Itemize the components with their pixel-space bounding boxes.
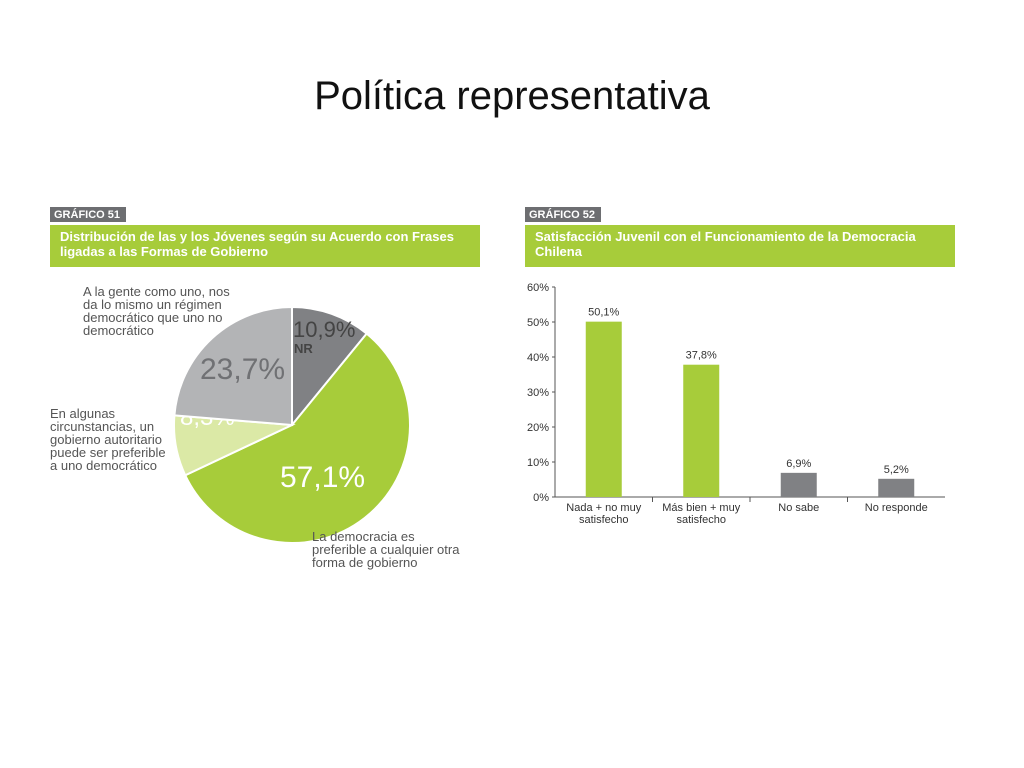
bar bbox=[683, 364, 720, 497]
bar-value-label: 50,1% bbox=[588, 307, 619, 319]
chart-51-tag: GRÁFICO 51 bbox=[50, 207, 127, 222]
chart-51: GRÁFICO 51 Distribución de las y los Jóv… bbox=[50, 205, 480, 597]
y-tick-label: 30% bbox=[527, 387, 549, 399]
bar-value-label: 6,9% bbox=[786, 458, 811, 470]
x-category-label: No sabe bbox=[778, 502, 819, 514]
pie-value-label: 23,7% bbox=[200, 353, 285, 386]
bar-value-label: 37,8% bbox=[686, 350, 717, 362]
chart-52-tag: GRÁFICO 52 bbox=[525, 207, 602, 222]
y-tick-label: 50% bbox=[527, 317, 549, 329]
slide-title: Política representativa bbox=[314, 74, 710, 118]
pie-slice bbox=[173, 305, 293, 427]
y-tick-label: 40% bbox=[527, 352, 549, 364]
x-category-label: Nada + no muy bbox=[566, 502, 641, 514]
y-tick-label: 0% bbox=[533, 492, 549, 504]
bar bbox=[878, 478, 915, 497]
pie-slice bbox=[291, 305, 369, 428]
x-category-label: No responde bbox=[865, 502, 928, 514]
pie-value-label: 10,9% bbox=[293, 317, 355, 342]
bar bbox=[585, 321, 622, 497]
x-category-label: satisfecho bbox=[676, 514, 726, 526]
pie-desc-authoritarian: En algunas circunstancias, un gobierno a… bbox=[50, 406, 166, 473]
pie-desc-indifferent: A la gente como uno, nos da lo mismo un … bbox=[83, 284, 230, 338]
chart-52: GRÁFICO 52 Satisfacción Juvenil con el F… bbox=[525, 205, 955, 537]
chart-51-title: Distribución de las y los Jóvenes según … bbox=[50, 225, 480, 267]
pie-value-label: 57,1% bbox=[280, 461, 365, 494]
chart-52-title: Satisfacción Juvenil con el Funcionamien… bbox=[525, 225, 955, 267]
y-tick-label: 20% bbox=[527, 422, 549, 434]
pie-sublabel: NR bbox=[294, 341, 313, 356]
y-tick-label: 10% bbox=[527, 457, 549, 469]
y-tick-label: 60% bbox=[527, 282, 549, 294]
pie-slice bbox=[183, 332, 411, 544]
bar-chart: 0%10%20%30%40%50%60%50,1%Nada + no muysa… bbox=[527, 282, 945, 526]
x-category-label: Más bien + muy bbox=[662, 502, 740, 514]
bar bbox=[780, 472, 817, 497]
bar-value-label: 5,2% bbox=[884, 464, 909, 476]
pie-desc-democracy: La democracia es preferible a cualquier … bbox=[312, 529, 460, 570]
x-category-label: satisfecho bbox=[579, 514, 629, 526]
